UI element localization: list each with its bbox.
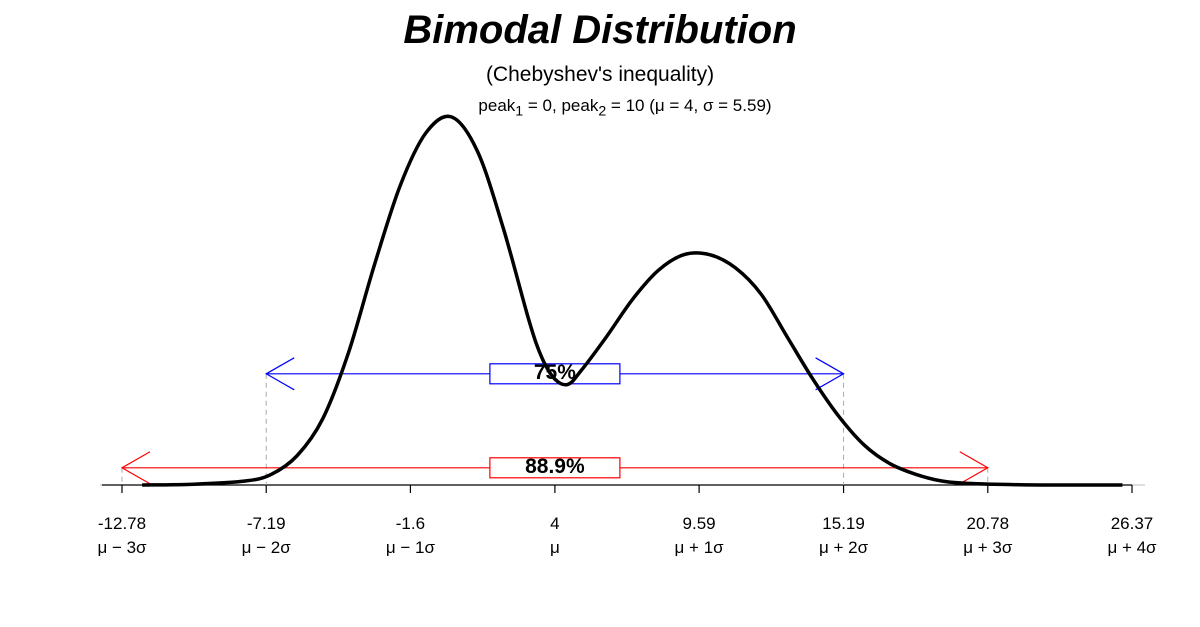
x-tick-symbol-4: μ + 1σ [674,538,724,557]
interval-1-arrow-left [120,451,151,485]
x-tick-label-1: -7.19 [246,514,286,533]
x-tick-symbol-2: μ − 1σ [385,538,435,557]
x-tick-symbol-3: μ [549,538,560,557]
peak1-label: peak [478,96,516,115]
x-tick-label-4: 9.59 [682,514,716,533]
interval-0-arrow-left [265,357,295,391]
peak1-text: = 0, [523,96,562,115]
interval-1-box [489,457,621,479]
peak2-text: = 10 (μ = 4, σ = 5.59) [606,96,772,115]
peak-annotation: peak1 = 0, peak2 = 10 (μ = 4, σ = 5.59) [0,96,1200,119]
peak2-label: peak [561,96,599,115]
x-tick-label-0: -12.78 [97,514,147,533]
interval-0-label: 75% [533,360,576,384]
peak2-subscript: 2 [598,103,607,120]
peak1-subscript: 1 [515,103,524,120]
x-tick-symbol-6: μ + 3σ [963,538,1013,557]
chart-title: Bimodal Distribution [403,8,797,52]
interval-0-box [489,363,621,385]
x-tick-label-3: 4 [550,514,560,533]
density-curve [142,114,1123,487]
x-tick-symbol-5: μ + 2σ [819,538,869,557]
x-tick-symbol-0: μ − 3σ [97,538,147,557]
x-tick-label-5: 15.19 [822,514,865,533]
interval-0-arrow-right [815,357,845,391]
chart-subtitle: (Chebyshev's inequality) [485,63,715,86]
x-tick-label-2: -1.6 [395,514,426,533]
x-tick-symbol-7: μ + 4σ [1107,538,1157,557]
x-tick-label-7: 26.37 [1110,514,1154,533]
x-tick-symbol-1: μ − 2σ [241,538,291,557]
x-tick-label-6: 20.78 [966,514,1010,533]
interval-1-label: 88.9% [525,454,585,478]
interval-1-arrow-right [959,451,989,485]
